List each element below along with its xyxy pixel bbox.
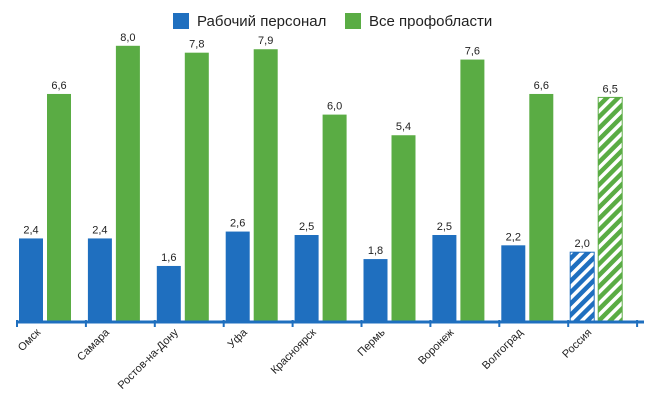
bar-all-8: [597, 96, 623, 322]
bar-all-4: [322, 114, 347, 321]
bar-all-1: [115, 45, 140, 322]
data-label-all-0: 6,6: [51, 80, 66, 92]
data-label-workers-1: 2,4: [92, 224, 107, 236]
legend-swatch-workers: [173, 13, 189, 29]
category-label-7: Волгоград: [480, 326, 526, 372]
bar-workers-0: [19, 238, 43, 321]
category-label-1: Самара: [75, 326, 112, 363]
category-label-0: Омск: [16, 327, 43, 354]
category-label-5: Пермь: [355, 326, 387, 358]
legend-item-workers: Рабочий персонал: [173, 9, 326, 33]
data-label-all-2: 7,8: [189, 39, 204, 51]
data-label-workers-8: 2,0: [575, 238, 590, 250]
data-label-all-4: 6,0: [327, 101, 342, 113]
data-label-workers-7: 2,2: [506, 231, 521, 243]
legend-swatch-all: [345, 13, 361, 29]
data-label-all-6: 7,6: [465, 46, 480, 58]
data-label-all-8: 6,5: [603, 83, 618, 95]
bar-workers-6: [432, 235, 457, 321]
bar-all-6: [460, 59, 485, 322]
category-label-8: Россия: [560, 327, 594, 361]
data-label-all-5: 5,4: [396, 121, 411, 133]
bar-all-2: [184, 52, 209, 322]
category-label-4: Красноярск: [269, 327, 319, 377]
bar-all-7: [529, 93, 554, 322]
category-label-2: Ростов-на-Дону: [116, 326, 182, 392]
bar-workers-1: [87, 238, 112, 321]
data-label-workers-0: 2,4: [23, 224, 38, 236]
data-label-all-1: 8,0: [120, 32, 135, 44]
data-label-workers-3: 2,6: [230, 218, 245, 230]
legend-label-workers: Рабочий персонал: [197, 12, 327, 30]
bar-workers-4: [294, 235, 319, 321]
data-label-all-7: 6,6: [534, 80, 549, 92]
data-label-workers-4: 2,5: [299, 221, 314, 233]
bar-all-3: [253, 49, 278, 322]
bar-workers-8: [569, 251, 595, 322]
data-label-workers-6: 2,5: [437, 221, 452, 233]
legend-label-all: Все профобласти: [369, 12, 493, 30]
bar-workers-3: [225, 231, 250, 321]
bar-workers-7: [501, 245, 526, 321]
data-label-all-3: 7,9: [258, 35, 273, 47]
data-label-workers-5: 1,8: [368, 245, 383, 257]
data-label-workers-2: 1,6: [161, 252, 176, 264]
bar-all-5: [391, 135, 416, 321]
bar-all-0: [47, 93, 71, 322]
bar-workers-2: [156, 265, 181, 321]
bar-workers-5: [363, 259, 388, 321]
category-label-3: Уфа: [226, 326, 251, 351]
category-label-6: Воронеж: [416, 326, 457, 367]
legend: Рабочий персонал Все профобласти: [0, 9, 656, 33]
legend-item-all: Все профобласти: [345, 9, 492, 33]
